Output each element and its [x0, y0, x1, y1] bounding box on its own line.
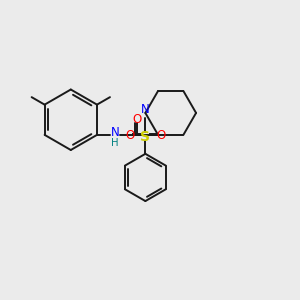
Text: O: O [133, 113, 142, 126]
Text: H: H [111, 138, 119, 148]
Text: S: S [140, 130, 150, 143]
Text: O: O [125, 129, 134, 142]
Text: O: O [157, 129, 166, 142]
Text: N: N [110, 126, 119, 140]
Text: N: N [140, 103, 149, 116]
